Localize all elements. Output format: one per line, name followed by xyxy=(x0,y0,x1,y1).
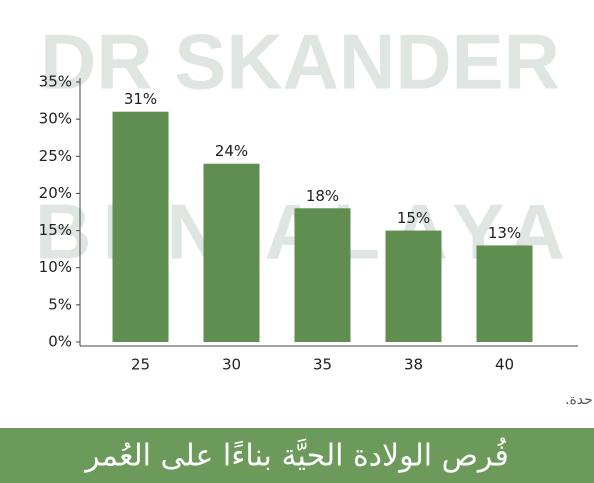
note: ملاحظة: تمَّ إستخدام 6 بويضات مجمَّدة لل… xyxy=(565,392,594,408)
x-tick-label: 25 xyxy=(131,356,150,374)
bar xyxy=(203,163,260,342)
y-tick-label: 30% xyxy=(39,110,72,128)
value-label: 18% xyxy=(306,187,339,205)
value-label: 24% xyxy=(215,142,248,160)
watermark: DR SKANDER xyxy=(40,18,560,106)
x-tick-label: 40 xyxy=(495,356,514,374)
x-tick-label: 38 xyxy=(404,356,423,374)
bar xyxy=(476,245,533,342)
bar xyxy=(294,208,351,342)
bar xyxy=(112,111,169,342)
y-tick-label: 25% xyxy=(39,147,72,165)
x-tick-label: 30 xyxy=(222,356,241,374)
y-tick-label: 5% xyxy=(48,295,72,313)
title-banner xyxy=(0,428,594,483)
y-tick-label: 35% xyxy=(39,73,72,91)
y-tick-label: 15% xyxy=(39,221,72,239)
value-label: 15% xyxy=(397,209,430,227)
chart-title: فُرص الولادة الحيَّة بناءًا على العُمر xyxy=(83,436,509,473)
y-tick-label: 20% xyxy=(39,184,72,202)
value-label: 31% xyxy=(124,90,157,108)
y-tick-label: 10% xyxy=(39,258,72,276)
y-tick-label: 0% xyxy=(48,333,72,351)
value-label: 13% xyxy=(488,224,521,242)
x-tick-label: 35 xyxy=(313,356,332,374)
bar xyxy=(385,230,442,342)
